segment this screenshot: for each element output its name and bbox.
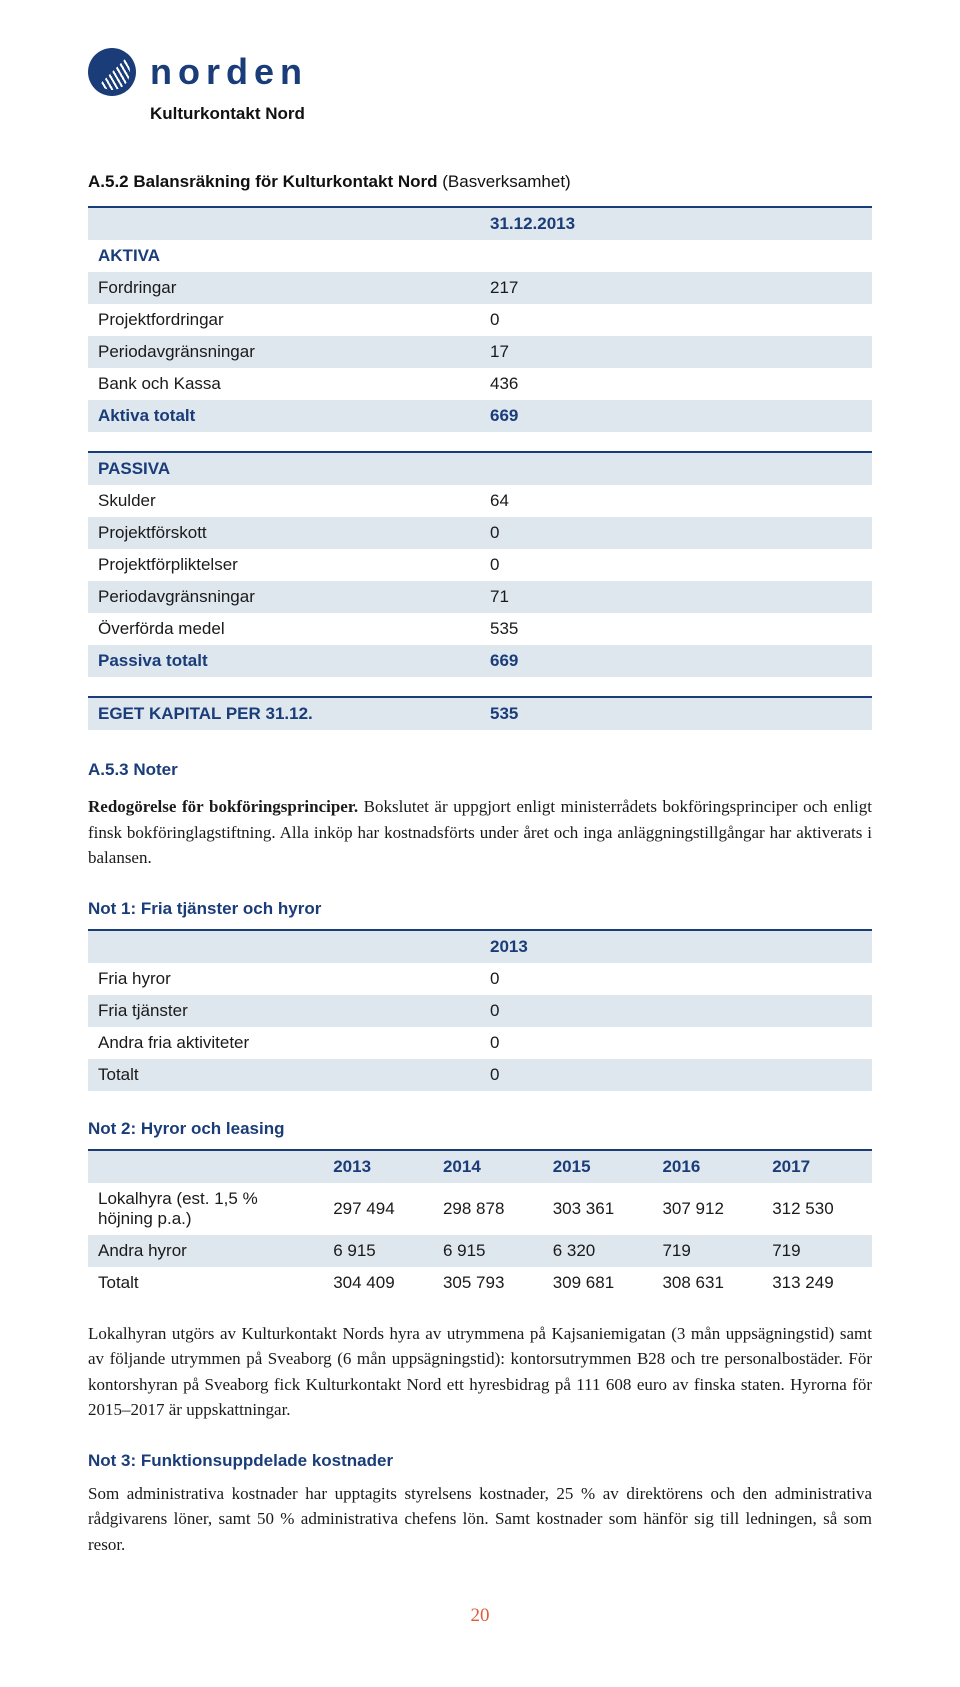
brand-text: norden [150, 51, 308, 93]
table-row: Andra fria aktiviteter0 [88, 1027, 872, 1059]
table-header-row: 2013 [88, 930, 872, 963]
not3-paragraph: Som administrativa kostnader har upptagi… [88, 1481, 872, 1558]
table-row: Bank och Kassa436 [88, 368, 872, 400]
header-date: 31.12.2013 [480, 207, 872, 240]
aktiva-header: AKTIVA [88, 240, 872, 272]
table-spacer [88, 677, 872, 697]
table-row: Fria hyror0 [88, 963, 872, 995]
balance-table: 31.12.2013 AKTIVA Fordringar217 Projektf… [88, 206, 872, 730]
header-empty [88, 207, 480, 240]
section-a53-title: A.5.3 Noter [88, 760, 872, 780]
table-row: Projektförpliktelser0 [88, 549, 872, 581]
table-row: Skulder64 [88, 485, 872, 517]
table-spacer [88, 432, 872, 452]
table-row: Totalt0 [88, 1059, 872, 1091]
not2-paragraph: Lokalhyran utgörs av Kulturkontakt Nords… [88, 1321, 872, 1423]
not1-table: 2013 Fria hyror0 Fria tjänster0 Andra fr… [88, 929, 872, 1091]
aktiva-total: Aktiva totalt669 [88, 400, 872, 432]
a53-paragraph: Redogörelse för bokföringsprinciper. Bok… [88, 794, 872, 871]
table-row: Andra hyror 6 915 6 915 6 320 719 719 [88, 1235, 872, 1267]
passiva-label: PASSIVA [88, 452, 480, 485]
table-row: Periodavgränsningar17 [88, 336, 872, 368]
table-row: Fordringar217 [88, 272, 872, 304]
not2-table: 2013 2014 2015 2016 2017 Lokalhyra (est.… [88, 1149, 872, 1299]
table-row: Lokalhyra (est. 1,5 % höjning p.a.) 297 … [88, 1183, 872, 1235]
table-row: Projektförskott0 [88, 517, 872, 549]
header-year: 2013 [480, 930, 872, 963]
table-header-row: 31.12.2013 [88, 207, 872, 240]
not2-title: Not 2: Hyror och leasing [88, 1119, 872, 1139]
passiva-total: Passiva totalt669 [88, 645, 872, 677]
table-row: Periodavgränsningar71 [88, 581, 872, 613]
header-empty [88, 1150, 323, 1183]
logo-row: norden [88, 48, 872, 96]
not1-title: Not 1: Fria tjänster och hyror [88, 899, 872, 919]
header-empty [88, 930, 480, 963]
passiva-header: PASSIVA [88, 452, 872, 485]
eget-kapital-row: EGET KAPITAL PER 31.12.535 [88, 697, 872, 730]
aktiva-label: AKTIVA [88, 240, 480, 272]
brand-subtitle: Kulturkontakt Nord [150, 104, 872, 124]
not3-title: Not 3: Funktionsuppdelade kostnader [88, 1451, 872, 1471]
table-row: Fria tjänster0 [88, 995, 872, 1027]
norden-swan-icon [88, 48, 136, 96]
table-row: Totalt 304 409 305 793 309 681 308 631 3… [88, 1267, 872, 1299]
header-logo: norden Kulturkontakt Nord [88, 48, 872, 124]
section-a52-title: A.5.2 Balansräkning för Kulturkontakt No… [88, 172, 872, 192]
a53-lead: Redogörelse för bokföringsprinciper. [88, 797, 358, 816]
table-row: Överförda medel535 [88, 613, 872, 645]
table-row: Projektfordringar0 [88, 304, 872, 336]
section-a52-light: (Basverksamhet) [442, 172, 570, 191]
section-a52-strong: A.5.2 Balansräkning för Kulturkontakt No… [88, 172, 442, 191]
table-header-row: 2013 2014 2015 2016 2017 [88, 1150, 872, 1183]
page-number: 20 [88, 1605, 872, 1627]
